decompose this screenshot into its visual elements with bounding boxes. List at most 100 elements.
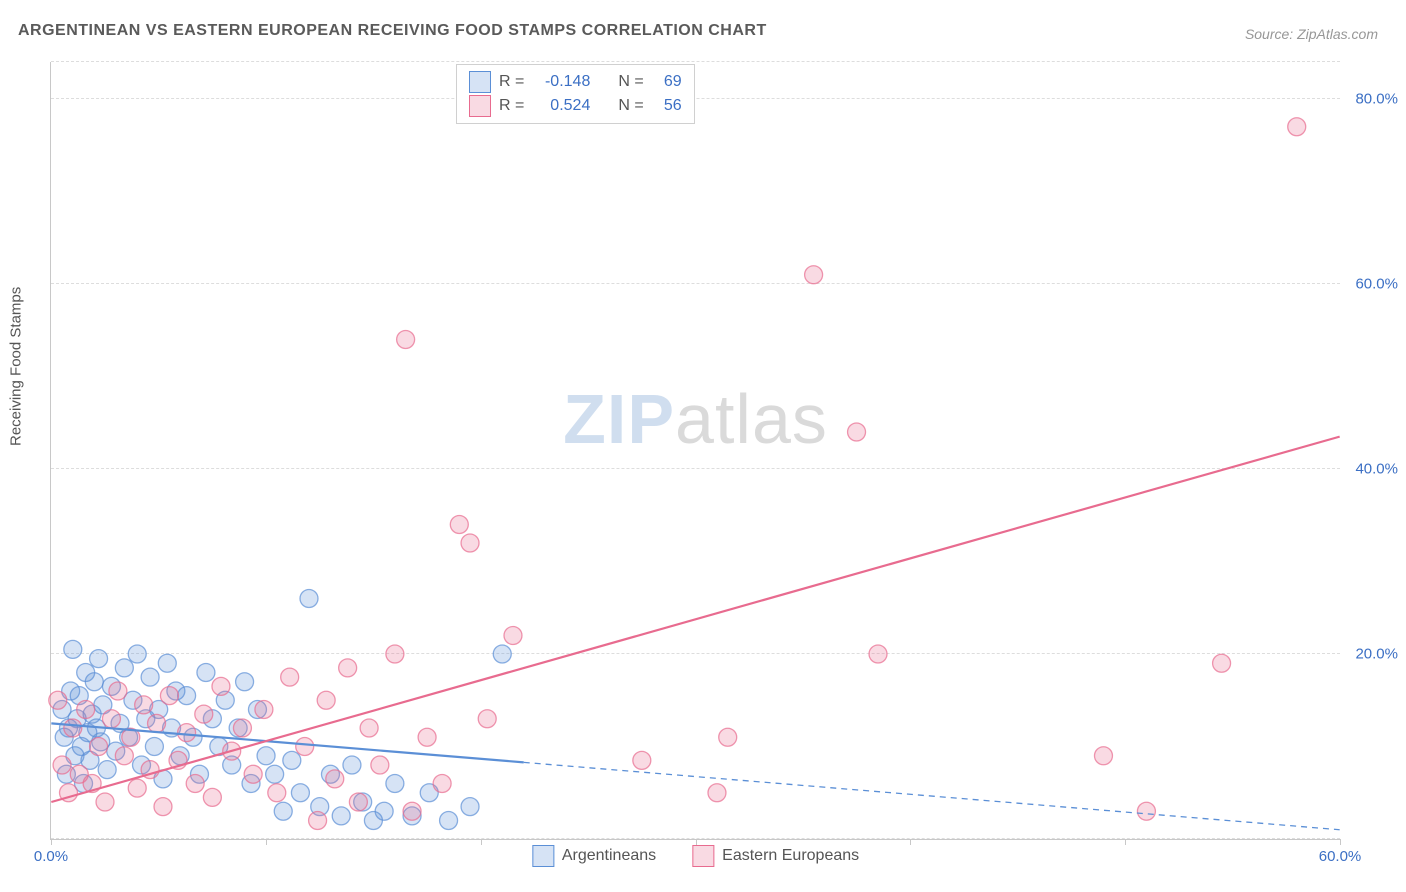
data-point bbox=[212, 677, 230, 695]
data-point bbox=[233, 719, 251, 737]
data-point bbox=[64, 640, 82, 658]
legend-swatch bbox=[469, 95, 491, 117]
plot-area: 20.0%40.0%60.0%80.0% 0.0%60.0% ZIPatlas … bbox=[50, 62, 1340, 840]
data-point bbox=[1094, 747, 1112, 765]
data-point bbox=[300, 590, 318, 608]
series-legend: Argentineans Eastern Europeans bbox=[532, 845, 859, 867]
data-point bbox=[371, 756, 389, 774]
data-point bbox=[309, 812, 327, 830]
r-label: R = bbox=[499, 73, 524, 91]
data-point bbox=[478, 710, 496, 728]
legend-row: R = -0.148 N = 69 bbox=[469, 71, 682, 93]
data-point bbox=[633, 751, 651, 769]
data-point bbox=[135, 696, 153, 714]
data-point bbox=[375, 802, 393, 820]
data-point bbox=[64, 719, 82, 737]
data-point bbox=[90, 738, 108, 756]
data-point bbox=[195, 705, 213, 723]
data-point bbox=[98, 761, 116, 779]
data-point bbox=[178, 724, 196, 742]
x-tick bbox=[910, 839, 911, 845]
x-tick-label: 0.0% bbox=[34, 848, 68, 865]
data-point bbox=[266, 765, 284, 783]
data-point bbox=[386, 775, 404, 793]
data-point bbox=[90, 650, 108, 668]
legend-item: Eastern Europeans bbox=[692, 845, 859, 867]
correlation-legend: R = -0.148 N = 69 R = 0.524 N = 56 bbox=[456, 64, 695, 124]
x-tick bbox=[481, 839, 482, 845]
data-point bbox=[719, 728, 737, 746]
legend-row: R = 0.524 N = 56 bbox=[469, 95, 682, 117]
data-point bbox=[332, 807, 350, 825]
n-label: N = bbox=[618, 97, 643, 115]
data-point bbox=[386, 645, 404, 663]
scatter-plot bbox=[51, 62, 1340, 839]
source-attribution: Source: ZipAtlas.com bbox=[1245, 26, 1378, 42]
data-point bbox=[268, 784, 286, 802]
data-point bbox=[805, 266, 823, 284]
trend-line bbox=[51, 437, 1339, 802]
legend-swatch bbox=[532, 845, 554, 867]
x-tick bbox=[51, 839, 52, 845]
data-point bbox=[848, 423, 866, 441]
data-point bbox=[197, 664, 215, 682]
r-label: R = bbox=[499, 97, 524, 115]
legend-swatch bbox=[469, 71, 491, 93]
data-point bbox=[708, 784, 726, 802]
data-point bbox=[281, 668, 299, 686]
data-point bbox=[326, 770, 344, 788]
legend-label: Eastern Europeans bbox=[722, 847, 859, 865]
r-value: 0.524 bbox=[532, 97, 590, 115]
data-point bbox=[283, 751, 301, 769]
data-point bbox=[128, 779, 146, 797]
data-point bbox=[255, 701, 273, 719]
r-value: -0.148 bbox=[532, 73, 590, 91]
y-tick-label: 60.0% bbox=[1355, 276, 1398, 293]
data-point bbox=[102, 710, 120, 728]
data-point bbox=[274, 802, 292, 820]
data-point bbox=[53, 756, 71, 774]
data-point bbox=[85, 673, 103, 691]
x-tick bbox=[1340, 839, 1341, 845]
legend-label: Argentineans bbox=[562, 847, 656, 865]
x-tick bbox=[266, 839, 267, 845]
data-point bbox=[49, 691, 67, 709]
data-point bbox=[115, 659, 133, 677]
data-point bbox=[403, 802, 421, 820]
n-value: 56 bbox=[652, 97, 682, 115]
data-point bbox=[339, 659, 357, 677]
data-point bbox=[869, 645, 887, 663]
data-point bbox=[418, 728, 436, 746]
legend-swatch bbox=[692, 845, 714, 867]
x-tick-label: 60.0% bbox=[1319, 848, 1362, 865]
data-point bbox=[257, 747, 275, 765]
trend-line-dashed bbox=[524, 762, 1340, 829]
x-tick bbox=[1125, 839, 1126, 845]
y-tick-label: 80.0% bbox=[1355, 91, 1398, 108]
data-point bbox=[1288, 118, 1306, 136]
data-point bbox=[109, 682, 127, 700]
data-point bbox=[145, 738, 163, 756]
n-label: N = bbox=[618, 73, 643, 91]
data-point bbox=[440, 812, 458, 830]
data-point bbox=[203, 788, 221, 806]
chart-title: ARGENTINEAN VS EASTERN EUROPEAN RECEIVIN… bbox=[18, 22, 767, 40]
y-axis-label: Receiving Food Stamps bbox=[8, 287, 25, 446]
data-point bbox=[450, 516, 468, 534]
data-point bbox=[186, 775, 204, 793]
data-point bbox=[433, 775, 451, 793]
data-point bbox=[154, 798, 172, 816]
data-point bbox=[291, 784, 309, 802]
data-point bbox=[160, 687, 178, 705]
data-point bbox=[96, 793, 114, 811]
y-tick-label: 20.0% bbox=[1355, 646, 1398, 663]
data-point bbox=[148, 714, 166, 732]
data-point bbox=[236, 673, 254, 691]
data-point bbox=[349, 793, 367, 811]
n-value: 69 bbox=[652, 73, 682, 91]
data-point bbox=[296, 738, 314, 756]
data-point bbox=[397, 331, 415, 349]
data-point bbox=[360, 719, 378, 737]
data-point bbox=[158, 654, 176, 672]
data-point bbox=[1213, 654, 1231, 672]
